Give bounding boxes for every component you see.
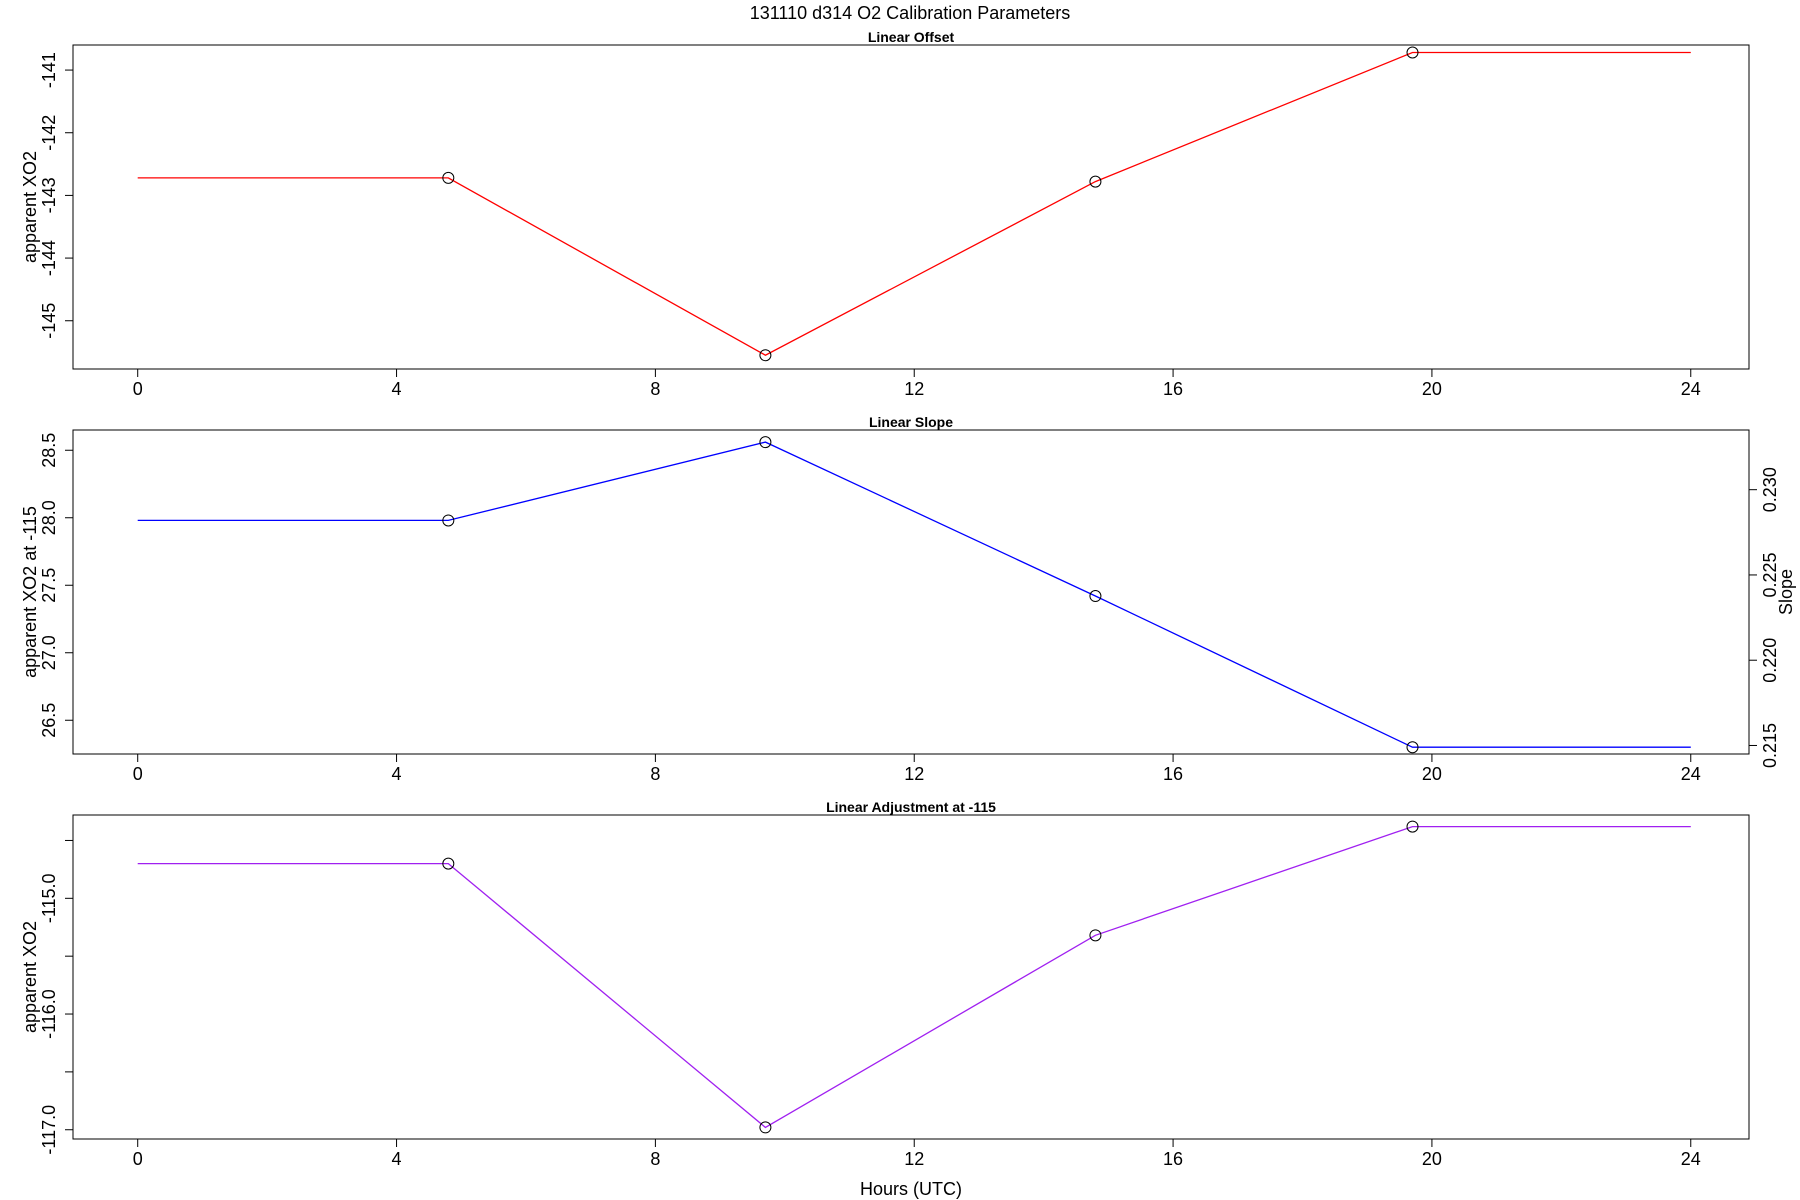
x-tick-label: 12: [904, 764, 924, 784]
data-point: [759, 1121, 772, 1134]
data-point: [759, 436, 772, 449]
x-tick-label: 0: [133, 764, 143, 784]
x-tick-label: 20: [1422, 379, 1442, 399]
data-point: [1406, 46, 1419, 59]
x-tick-label: 12: [904, 379, 924, 399]
x-tick-label: 24: [1681, 1149, 1701, 1169]
panel-title: Linear Offset: [868, 29, 955, 45]
panel-1: Linear Offset 0 4 8 12 16 20 24 -145 -144 -143 -142…: [20, 29, 1750, 399]
data-point: [1406, 741, 1419, 754]
x-tick-label: 20: [1422, 1149, 1442, 1169]
x-tick-label: 4: [392, 379, 402, 399]
data-point: [442, 514, 455, 527]
y-tick-label: 27.5: [39, 568, 59, 603]
y-tick-label: -116.0: [39, 989, 59, 1039]
x-tick-label: 20: [1422, 764, 1442, 784]
x-tick-label: 16: [1163, 764, 1183, 784]
plot-frame: [72, 814, 1750, 1140]
y-axis-label: apparent XO2 at -115: [20, 506, 40, 678]
x-tick-label: 16: [1163, 379, 1183, 399]
y-tick-label: -145: [39, 303, 59, 339]
y-axis-label: apparent XO2: [20, 921, 40, 1033]
x-tick-label: 16: [1163, 1149, 1183, 1169]
y2-tick-label: 0.230: [1760, 467, 1780, 512]
x-tick-label: 4: [392, 1149, 402, 1169]
data-point: [1089, 929, 1102, 942]
chart-panels: Linear Offset 0 4 8 12 16 20 24 -145 -144 -143 -142…: [20, 29, 1796, 1199]
data-point: [442, 171, 455, 184]
x-tick-label: 12: [904, 1149, 924, 1169]
x-tick-label: 0: [133, 379, 143, 399]
x-tick-label: 24: [1681, 764, 1701, 784]
y-tick-label: -144: [39, 240, 59, 276]
y2-tick-label: 0.215: [1760, 723, 1780, 768]
y2-tick-label: 0.220: [1760, 638, 1780, 683]
y-tick-label: 26.5: [39, 703, 59, 738]
y-tick-label: 28.5: [39, 433, 59, 468]
x-tick-label: 8: [650, 764, 660, 784]
y2-axis-label: Slope: [1776, 569, 1796, 615]
y-tick-label: 28.0: [39, 500, 59, 535]
series-line: [137, 825, 1691, 1129]
plot-frame: [72, 429, 1750, 755]
series-line: [137, 441, 1691, 748]
x-tick-label: 8: [650, 379, 660, 399]
y-tick-label: -141: [39, 52, 59, 88]
y-tick-label: 27.0: [39, 635, 59, 670]
panel-3: Linear Adjustment at -115 0 4 8 12 16 20 24 -115…: [20, 799, 1750, 1199]
x-tick-label: 0: [133, 1149, 143, 1169]
x-tick-label: 4: [392, 764, 402, 784]
y-tick-label: -117.0: [39, 1105, 59, 1155]
y-axis-label: apparent XO2: [20, 151, 40, 263]
data-point: [442, 857, 455, 870]
x-tick-label: 24: [1681, 379, 1701, 399]
y-tick-label: -143: [39, 177, 59, 213]
x-axis-label: Hours (UTC): [860, 1179, 962, 1199]
panel-2: Linear Slope 0 4 8 12 16 20 24 26.5 27.0 27.5 28.0 2…: [20, 414, 1796, 784]
panel-title: Linear Adjustment at -115: [826, 799, 996, 815]
plot-frame: [72, 44, 1750, 370]
figure-title: 131110 d314 O2 Calibration Parameters: [750, 3, 1071, 23]
series-line: [137, 51, 1691, 356]
data-point: [1089, 590, 1102, 603]
panel-title: Linear Slope: [869, 414, 953, 430]
y-tick-label: -115.0: [39, 873, 59, 923]
y2-tick-label: 0.225: [1760, 552, 1780, 597]
x-tick-label: 8: [650, 1149, 660, 1169]
data-point: [1406, 820, 1419, 833]
data-point: [1089, 175, 1102, 188]
y-tick-label: -142: [39, 115, 59, 151]
data-point: [759, 349, 772, 362]
